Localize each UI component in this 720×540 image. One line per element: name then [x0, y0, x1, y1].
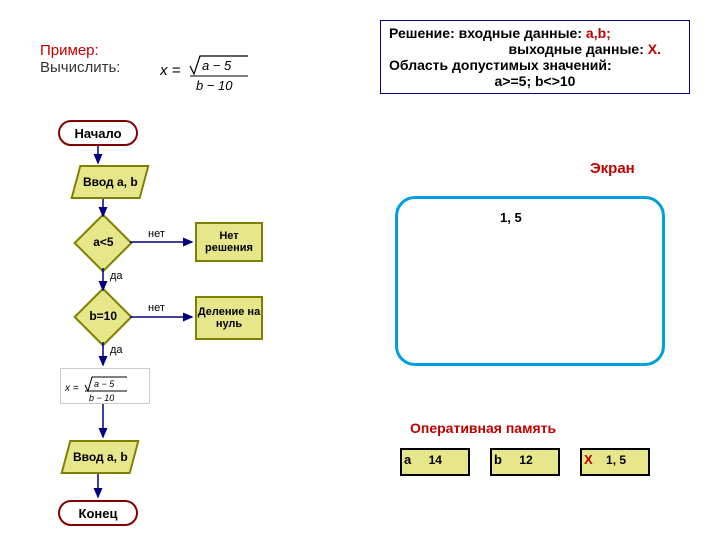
cond1-label: a<5 — [93, 236, 113, 249]
cond2-node: b=10 — [73, 287, 132, 346]
memory-title: Оперативная память — [410, 420, 556, 436]
cond1-node: a<5 — [73, 213, 132, 272]
example-title: Пример: Вычислить: — [40, 42, 120, 76]
mem-b-cell: b 12 — [490, 448, 560, 476]
solution-l4: a>=5; b<>10 — [389, 73, 681, 89]
svg-text:a − 5: a − 5 — [202, 58, 232, 73]
svg-text:x =: x = — [160, 62, 181, 79]
end-label: Конец — [79, 506, 118, 521]
proc2-node: Деление на нуль — [195, 296, 263, 340]
screen-title: Экран — [590, 160, 635, 177]
svg-text:x =: x = — [65, 383, 79, 394]
cond2-yes: да — [110, 344, 123, 356]
mem-a-label: a — [404, 452, 411, 467]
screen-value: 1, 5 — [500, 210, 522, 225]
mem-x-cell: X 1, 5 — [580, 448, 650, 476]
mem-b-value: 12 — [519, 453, 532, 467]
cond1-no: нет — [148, 228, 165, 240]
proc2-label: Деление на нуль — [197, 306, 261, 330]
svg-text:a − 5: a − 5 — [94, 379, 115, 389]
mem-a-value: 14 — [429, 453, 442, 467]
proc1-node: Нет решения — [195, 222, 263, 262]
solution-l3: Область допустимых значений: — [389, 57, 681, 73]
formula: x = a − 5 b − 10 — [160, 50, 270, 96]
proc1-label: Нет решения — [197, 230, 261, 254]
cond1-yes: да — [110, 270, 123, 282]
solution-l1: Решение: входные данные: a,b; — [389, 25, 681, 41]
start-label: Начало — [74, 126, 121, 141]
mem-x-value: 1, 5 — [606, 453, 626, 467]
compute-label: Вычислить: — [40, 59, 120, 76]
input-node: Ввод a, b — [70, 165, 149, 199]
formula-node: x = a − 5 b − 10 — [60, 368, 150, 404]
input-label: Ввод a, b — [83, 175, 138, 189]
example-label: Пример: — [40, 42, 99, 59]
output-label: Ввод a, b — [73, 450, 128, 464]
cond2-no: нет — [148, 302, 165, 314]
cond2-label: b=10 — [89, 310, 117, 323]
svg-text:b − 10: b − 10 — [89, 393, 114, 403]
mem-x-label: X — [584, 452, 593, 467]
solution-l2: выходные данные: X. — [389, 41, 681, 57]
mem-a-cell: a 14 — [400, 448, 470, 476]
mem-b-label: b — [494, 452, 502, 467]
output-node: Ввод a, b — [60, 440, 139, 474]
solution-box: Решение: входные данные: a,b; выходные д… — [380, 20, 690, 94]
screen-box — [395, 196, 665, 366]
start-node: Начало — [58, 120, 138, 146]
end-node: Конец — [58, 500, 138, 526]
svg-text:b − 10: b − 10 — [196, 78, 233, 92]
